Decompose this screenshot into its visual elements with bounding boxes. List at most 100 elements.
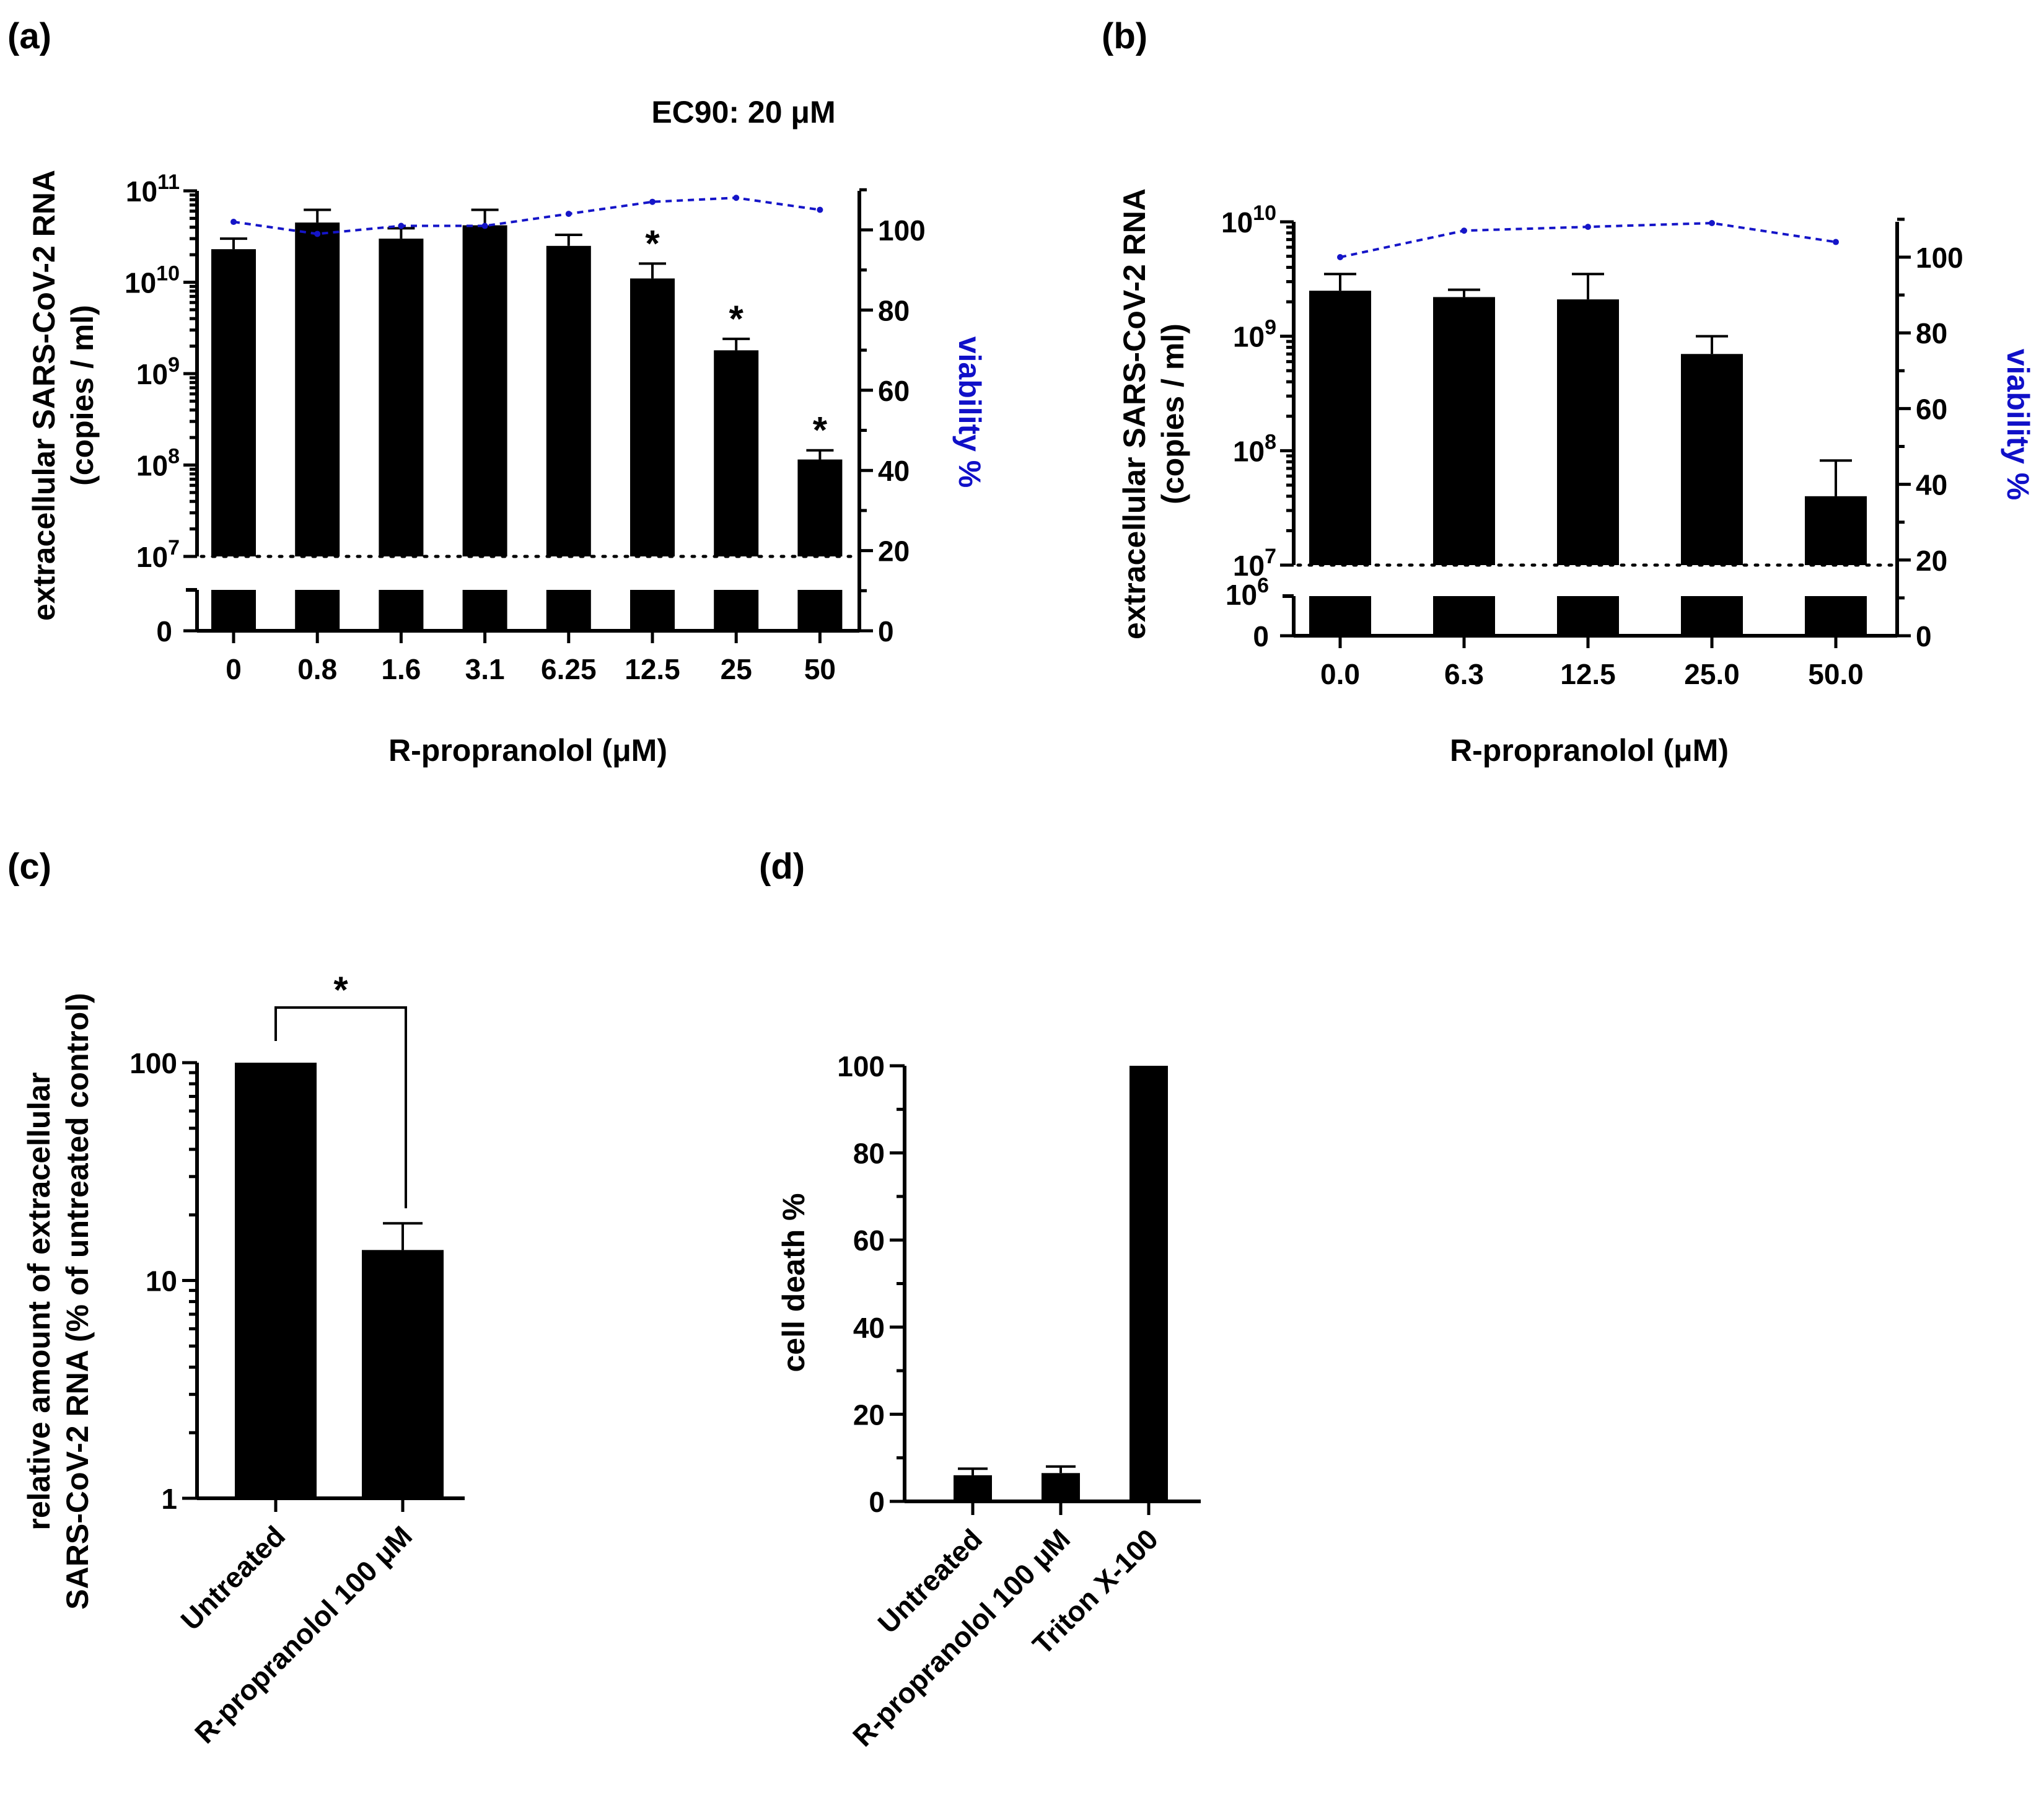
panel-d-ylabel: cell death % [776, 1193, 811, 1372]
panel-b-ylabel: extracellular SARS-CoV-2 RNA (copies / m… [1117, 188, 1190, 639]
panel-c-ylabel-line2: SARS-CoV-2 RNA (% of untreated control) [60, 993, 95, 1609]
panel-a-bar-0 [211, 249, 256, 556]
panel-c-xtick-label-1: R-propranolol 100 μM [188, 1519, 418, 1749]
panel-d-ytick-label-4: 20 [853, 1399, 885, 1431]
panel-b-ylabel-line1: extracellular SARS-CoV-2 RNA [1117, 188, 1152, 639]
panel-a-y2tick-label-3: 40 [878, 455, 910, 487]
panel-b-bar-0.0 [1309, 291, 1371, 565]
panel-a-label: (a) [7, 16, 51, 56]
panel-b-viability-point-0 [1337, 254, 1343, 260]
panel-b-viability-line [1337, 220, 1839, 260]
panel-b-bar-base-50.0 [1805, 596, 1867, 636]
panel-a-ytick-label-1: 1010 [125, 262, 180, 299]
panel-d-ytick-label-3: 40 [853, 1312, 885, 1344]
panel-b-errorbar-50.0 [1820, 459, 1852, 496]
panel-c-significance-star: * [333, 969, 348, 1011]
panel-c-ytick-label-2: 1 [161, 1483, 177, 1515]
panel-c-bar-0 [235, 1063, 317, 1498]
panel-a-bar-base-25 [714, 590, 759, 631]
panel-d-bar-1 [1042, 1473, 1080, 1501]
panel-b-bar-6.3 [1433, 297, 1495, 565]
panel-b-y2tick-label-3: 40 [1916, 469, 1947, 501]
panel-b-y2tick-label-1: 80 [1916, 317, 1947, 349]
panel-b-viability-point-1 [1461, 227, 1467, 234]
panel-b-bar-base-0.0 [1309, 596, 1371, 636]
panel-b-xtick-label-3: 25.0 [1684, 658, 1740, 690]
panel-d-ytick-label-5: 0 [869, 1486, 885, 1518]
panel-a-viability-point-6 [733, 195, 740, 201]
panel-a-xtick-label-3: 3.1 [465, 653, 505, 685]
panel-a-bar-base-0.8 [295, 590, 340, 631]
panel-b-ytick-label-0: 1010 [1221, 201, 1276, 239]
panel-c-ylabel-line1: relative amount of extracellular [22, 1072, 56, 1530]
panel-b-ytick-break-label: 106 [1226, 574, 1269, 611]
panel-a-xtick-label-1: 0.8 [297, 653, 337, 685]
panel-c-ytick-label-0: 100 [129, 1047, 177, 1079]
panel-c-errorbar-1 [383, 1222, 423, 1250]
panel-d-ytick-label-0: 100 [837, 1050, 885, 1083]
panel-a-bar-3.1 [462, 225, 507, 556]
panel-b-y2-ticks: 100 80 60 40 20 0 [1897, 217, 1963, 652]
panel-a-star-50: * [813, 410, 828, 451]
panel-b-viability-point-2 [1585, 224, 1591, 231]
panel-a-errorbar-25 [722, 337, 750, 351]
panel-a-bar-base-50 [797, 590, 843, 631]
panel-d-errorbar-1 [1046, 1465, 1076, 1473]
panel-b-xtick-label-4: 50.0 [1808, 658, 1864, 690]
panel-a-title: EC90: 20 μM [651, 95, 835, 130]
panel-a-viability-point-7 [817, 206, 823, 213]
panel-d-label: (d) [759, 846, 805, 887]
panel-b-bar-12.5 [1557, 299, 1619, 565]
panel-c-ylabel: relative amount of extracellular SARS-Co… [22, 993, 95, 1609]
panel-a: (a) EC90: 20 μM extracellular SARS-CoV-2… [7, 16, 987, 768]
panel-a-bar-base-12.5 [630, 590, 675, 631]
panel-b-ylabel-line2: (copies / ml) [1156, 323, 1190, 504]
panel-b-y2tick-label-4: 20 [1916, 545, 1947, 577]
panel-a-viability-point-0 [230, 219, 237, 226]
panel-b-ytick-label-2: 108 [1233, 430, 1276, 467]
panel-a-viability-point-1 [314, 231, 321, 237]
panel-a-errorbar-3.1 [471, 208, 499, 226]
panel-a-viability-point-2 [398, 222, 405, 229]
panel-c-bar-1 [362, 1250, 444, 1498]
panel-a-viability-point-3 [481, 222, 488, 229]
panel-c-bars [235, 1063, 444, 1498]
panel-b-errorbar-12.5 [1572, 273, 1604, 300]
panel-a-ytick-label-0: 1011 [126, 170, 180, 208]
panel-a-errorbar-1.6 [387, 227, 415, 239]
panel-a-ytick-label-2: 109 [136, 353, 180, 390]
panel-b-viability-point-3 [1709, 220, 1715, 227]
panel-a-errorbar-0.8 [304, 208, 331, 223]
panel-a-y2tick-label-5: 0 [878, 615, 894, 648]
panel-a-star-12.5: * [645, 222, 660, 264]
panel-a-x-ticks: 0 0.8 1.6 3.1 6.25 12.5 25 50 [226, 631, 836, 685]
panel-b-bar-25.0 [1681, 354, 1743, 565]
panel-c-y-ticks: 100 10 1 [129, 1047, 197, 1515]
panel-b-ytick-label-3: 107 [1233, 545, 1276, 582]
panel-a-bar-base-3.1 [462, 590, 507, 631]
panel-a-xtick-label-7: 50 [804, 653, 836, 685]
panel-d-y-ticks: 100 80 60 40 20 0 [837, 1050, 905, 1518]
panel-c-label: (c) [7, 846, 51, 887]
panel-a-ytick-label-3: 108 [136, 445, 180, 482]
panel-a-errorbar-6.25 [555, 234, 582, 246]
panel-a-errorbar-12.5 [639, 262, 666, 279]
panel-a-xtick-label-2: 1.6 [381, 653, 421, 685]
panel-a-xtick-label-6: 25 [721, 653, 752, 685]
panel-c-ytick-label-1: 10 [146, 1265, 177, 1298]
panel-a-bar-1.6 [379, 239, 424, 556]
panel-a-bar-base-1.6 [379, 590, 424, 631]
panel-b-errorbar-0.0 [1324, 273, 1356, 291]
panel-a-y-ticks: 1011 1010 109 108 107 0 [125, 170, 197, 648]
panel-b-label: (b) [1102, 16, 1147, 56]
panel-a-viability-path [233, 196, 820, 235]
panel-a-bar-6.25 [546, 245, 591, 556]
panel-a-errorbar-0 [220, 237, 247, 250]
panel-b-bar-50.0 [1805, 496, 1867, 565]
panel-b-bars [1309, 273, 1867, 636]
panel-a-y2tick-label-4: 20 [878, 535, 910, 568]
panel-d-ytick-label-1: 80 [853, 1138, 885, 1170]
